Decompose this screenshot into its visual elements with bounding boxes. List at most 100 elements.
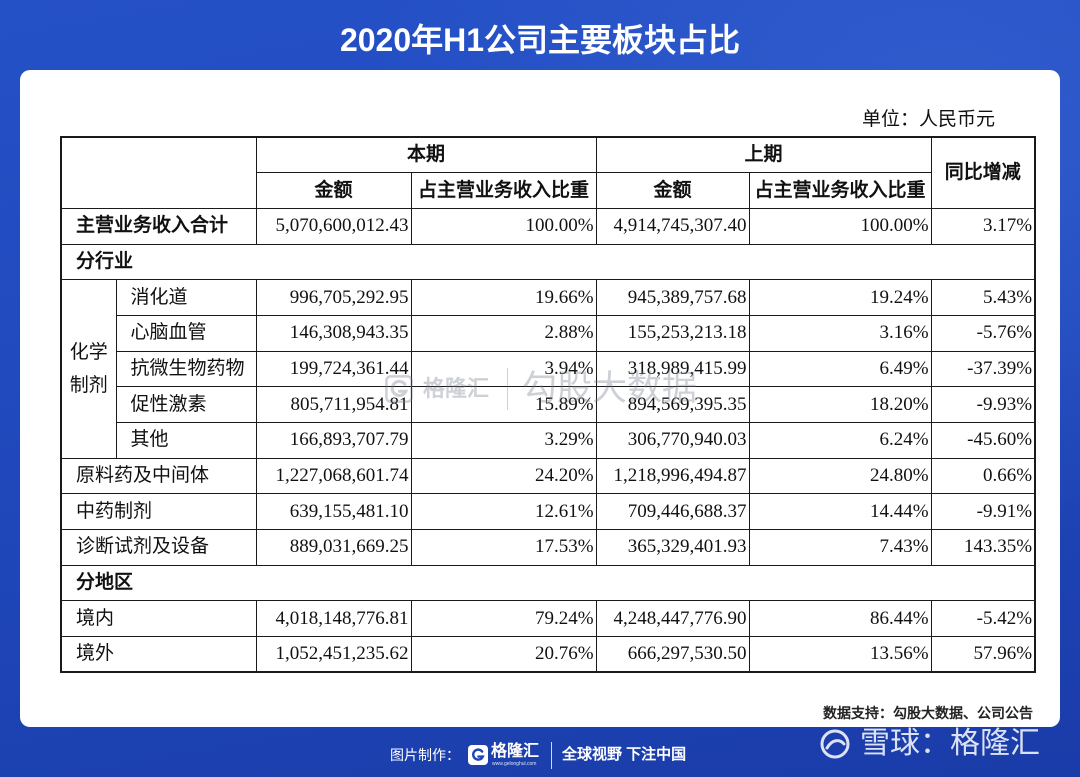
header-previous-share: 占主营业务收入比重 xyxy=(748,172,932,209)
made-by-label: 图片制作： xyxy=(390,747,460,763)
yoy-change-cell: 57.96% xyxy=(930,636,1036,673)
table-row-total: 主营业务收入合计 5,070,600,012.43 100.00% 4,914,… xyxy=(60,207,1036,245)
table-row: 境内 4,018,148,776.81 79.24% 4,248,447,776… xyxy=(60,600,1036,638)
previous-share-cell: 100.00% xyxy=(748,207,932,245)
yoy-change-cell: -9.91% xyxy=(930,493,1036,531)
previous-share-cell: 13.56% xyxy=(748,636,932,673)
current-share-cell: 17.53% xyxy=(410,529,597,566)
section-row-region: 分地区 xyxy=(60,564,1036,602)
previous-amount-cell: 4,914,745,307.40 xyxy=(595,207,750,245)
current-share-cell: 3.29% xyxy=(410,422,597,459)
current-amount-cell: 1,227,068,601.74 xyxy=(255,457,412,495)
row-label: 中药制剂 xyxy=(60,493,257,531)
current-amount-cell: 1,052,451,235.62 xyxy=(255,636,412,673)
xueqiu-watermark: 雪球：格隆汇 xyxy=(860,727,1040,760)
previous-share-cell: 6.49% xyxy=(748,350,932,388)
row-label: 抗微生物药物 xyxy=(115,350,257,388)
yoy-change-cell: -5.76% xyxy=(930,314,1036,352)
table-row: 心脑血管 146,308,943.35 2.88% 155,253,213.18… xyxy=(61,314,1036,352)
revenue-breakdown-table: 本期 上期 同比增减 金额 占主营业务收入比重 金额 占主营业务收入比重 主营业… xyxy=(60,136,1037,674)
footer-divider xyxy=(551,742,552,769)
current-share-cell: 2.88% xyxy=(410,314,597,352)
yoy-change-cell: 5.43% xyxy=(930,279,1036,316)
previous-amount-cell: 318,989,415.99 xyxy=(595,350,750,388)
table-row: 中药制剂 639,155,481.10 12.61% 709,446,688.3… xyxy=(60,493,1036,531)
previous-share-cell: 6.24% xyxy=(748,422,932,459)
row-label: 境内 xyxy=(60,600,257,638)
section-label: 分行业 xyxy=(60,243,1036,281)
section-label: 分地区 xyxy=(60,564,1036,602)
footer-brand: 格隆汇 xyxy=(491,743,540,760)
previous-amount-cell: 365,329,401.93 xyxy=(595,529,750,566)
table-row: 化学 制剂 消化道 996,705,292.95 19.66% 945,389,… xyxy=(60,279,1036,459)
section-row-industry: 分行业 xyxy=(60,243,1036,281)
previous-share-cell: 14.44% xyxy=(748,493,932,531)
row-label: 消化道 xyxy=(115,279,257,316)
yoy-change-cell: -37.39% xyxy=(930,350,1036,388)
yoy-change-cell: 0.66% xyxy=(930,457,1036,495)
header-previous-amount: 金额 xyxy=(595,172,750,209)
footer-slogan: 全球视野 下注中国 xyxy=(562,746,687,763)
row-label: 心脑血管 xyxy=(115,314,257,352)
table-row: 诊断试剂及设备 889,031,669.25 17.53% 365,329,40… xyxy=(60,529,1036,566)
previous-amount-cell: 1,218,996,494.87 xyxy=(595,457,750,495)
previous-share-cell: 18.20% xyxy=(748,386,932,423)
group-label-line: 制剂 xyxy=(69,374,108,396)
current-share-cell: 79.24% xyxy=(410,600,597,638)
yoy-change-cell: -45.60% xyxy=(930,422,1036,459)
previous-share-cell: 7.43% xyxy=(748,529,932,566)
data-source-note: 数据支持：勾股大数据、公司公告 xyxy=(823,705,1033,721)
group-label-line: 化学 xyxy=(69,341,108,363)
unit-note: 单位：人民币元 xyxy=(861,109,995,130)
table-row: 其他 166,893,707.79 3.29% 306,770,940.03 6… xyxy=(61,422,1036,459)
group-label-chemical: 化学 制剂 xyxy=(60,279,117,459)
snowball-logo-icon xyxy=(820,729,850,759)
yoy-change-cell: 143.35% xyxy=(930,529,1036,566)
current-amount-cell: 805,711,954.81 xyxy=(255,386,412,423)
header-current-amount: 金额 xyxy=(255,172,412,209)
yoy-change-cell: -9.93% xyxy=(930,386,1036,423)
current-share-cell: 15.89% xyxy=(410,386,597,423)
previous-amount-cell: 306,770,940.03 xyxy=(595,422,750,459)
row-label: 其他 xyxy=(115,422,257,459)
table-row: 抗微生物药物 199,724,361.44 3.94% 318,989,415.… xyxy=(61,350,1036,388)
previous-share-cell: 19.24% xyxy=(748,279,932,316)
current-amount-cell: 889,031,669.25 xyxy=(255,529,412,566)
previous-share-cell: 3.16% xyxy=(748,314,932,352)
yoy-change-cell: 3.17% xyxy=(930,207,1036,245)
current-share-cell: 100.00% xyxy=(410,207,597,245)
current-amount-cell: 166,893,707.79 xyxy=(255,422,412,459)
current-share-cell: 24.20% xyxy=(410,457,597,495)
row-label: 原料药及中间体 xyxy=(60,457,257,495)
header-corner-cell xyxy=(60,136,257,209)
row-label: 主营业务收入合计 xyxy=(60,207,257,245)
current-share-cell: 12.61% xyxy=(410,493,597,531)
current-amount-cell: 639,155,481.10 xyxy=(255,493,412,531)
previous-amount-cell: 894,569,395.35 xyxy=(595,386,750,423)
previous-amount-cell: 945,389,757.68 xyxy=(595,279,750,316)
table-row: 原料药及中间体 1,227,068,601.74 24.20% 1,218,99… xyxy=(60,457,1036,495)
table-row: 促性激素 805,711,954.81 15.89% 894,569,395.3… xyxy=(61,386,1036,423)
row-label: 境外 xyxy=(60,636,257,673)
previous-amount-cell: 709,446,688.37 xyxy=(595,493,750,531)
footer-brand-url: www.gelonghui.com xyxy=(492,761,537,767)
current-amount-cell: 5,070,600,012.43 xyxy=(255,207,412,245)
current-share-cell: 20.76% xyxy=(410,636,597,673)
header-current-period: 本期 xyxy=(255,136,597,174)
current-share-cell: 3.94% xyxy=(410,350,597,388)
current-amount-cell: 146,308,943.35 xyxy=(255,314,412,352)
current-share-cell: 19.66% xyxy=(410,279,597,316)
previous-share-cell: 24.80% xyxy=(748,457,932,495)
table-row: 境外 1,052,451,235.62 20.76% 666,297,530.5… xyxy=(60,636,1036,673)
header-yoy-change: 同比增减 xyxy=(930,136,1036,209)
header-current-share: 占主营业务收入比重 xyxy=(410,172,597,209)
current-amount-cell: 4,018,148,776.81 xyxy=(255,600,412,638)
current-amount-cell: 199,724,361.44 xyxy=(255,350,412,388)
current-amount-cell: 996,705,292.95 xyxy=(255,279,412,316)
header-previous-period: 上期 xyxy=(595,136,932,174)
previous-amount-cell: 155,253,213.18 xyxy=(595,314,750,352)
previous-share-cell: 86.44% xyxy=(748,600,932,638)
table-card: 单位：人民币元 本期 上期 同比增减 金额 占主营业务收入比重 金额 占主营业务… xyxy=(20,70,1060,727)
previous-amount-cell: 666,297,530.50 xyxy=(595,636,750,673)
yoy-change-cell: -5.42% xyxy=(930,600,1036,638)
